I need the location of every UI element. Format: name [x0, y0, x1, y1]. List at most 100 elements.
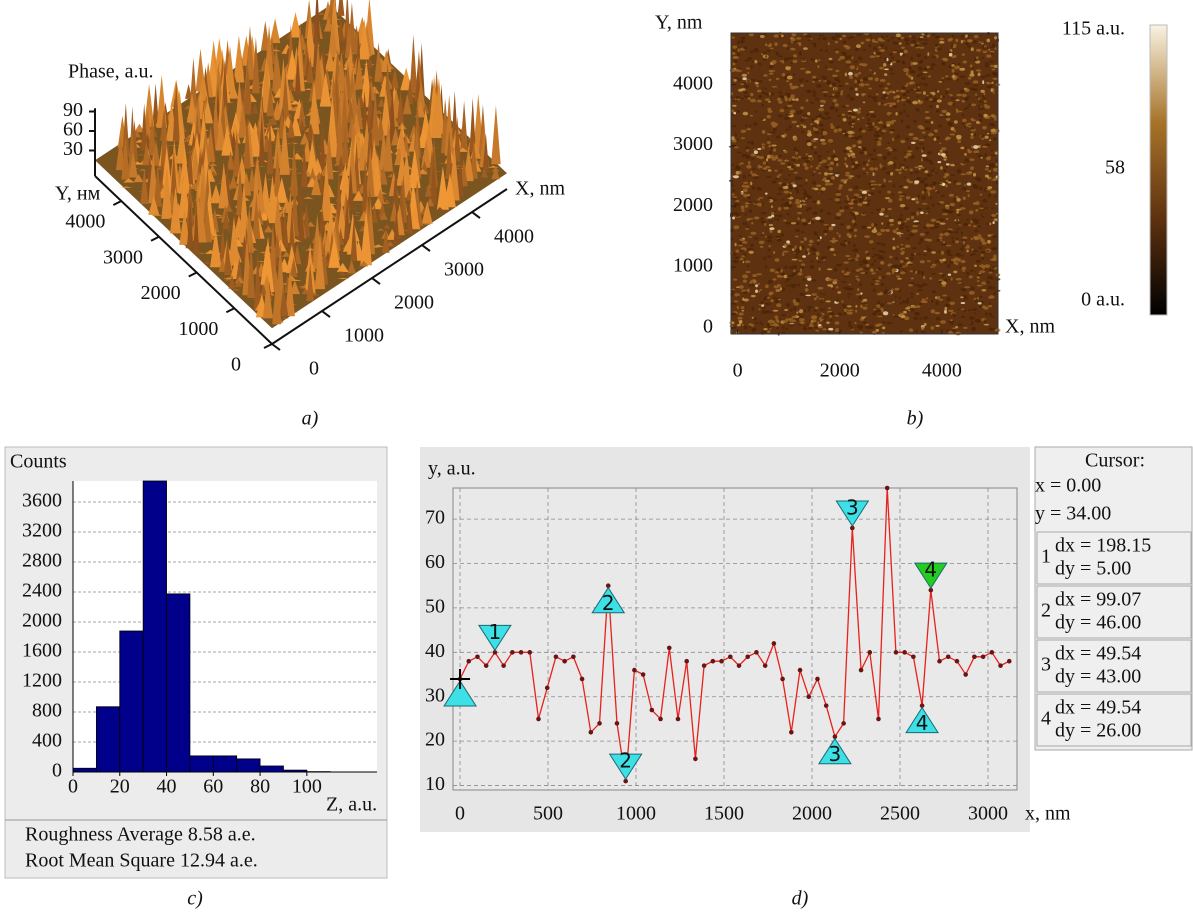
image-grain: [733, 196, 737, 198]
image-grain: [810, 265, 814, 267]
image-grain: [884, 73, 887, 76]
image-grain: [985, 144, 991, 147]
image-grain: [873, 184, 878, 186]
image-grain: [741, 192, 743, 194]
image-grain: [978, 100, 981, 103]
image-grain: [763, 161, 766, 164]
image-grain: [969, 316, 974, 319]
image-grain: [758, 283, 760, 285]
image-grain: [889, 219, 894, 222]
image-grain: [938, 251, 941, 253]
image-grain: [806, 285, 808, 287]
image-grain: [859, 264, 863, 266]
image-grain: [855, 280, 857, 282]
image-grain: [967, 36, 969, 38]
image-grain: [956, 210, 958, 214]
image-grain: [893, 91, 895, 93]
image-grain: [951, 127, 955, 131]
image-grain: [737, 324, 741, 326]
image-grain: [935, 89, 940, 91]
image-grain: [947, 264, 951, 268]
image-grain: [769, 151, 772, 155]
data-point: [824, 703, 829, 708]
image-grain: [902, 86, 905, 90]
image-grain: [976, 56, 979, 59]
image-grain: [777, 159, 782, 162]
image-grain: [769, 65, 773, 69]
image-grain: [739, 312, 744, 315]
image-grain: [971, 104, 977, 107]
image-grain: [979, 209, 984, 211]
image-grain: [754, 216, 760, 219]
y-tick-label: 0: [231, 354, 241, 376]
image-grain: [968, 224, 971, 226]
image-grain: [918, 143, 924, 145]
image-grain: [737, 317, 742, 320]
image-grain: [899, 302, 902, 304]
image-grain: [739, 250, 745, 252]
image-grain: [915, 229, 917, 232]
image-grain: [854, 61, 857, 63]
x-tick-label: 60: [203, 776, 223, 798]
image-grain: [855, 212, 859, 215]
image-grain: [799, 110, 803, 114]
image-grain: [952, 327, 956, 329]
data-point: [475, 654, 480, 659]
image-grain: [799, 293, 804, 296]
image-grain: [945, 151, 948, 154]
image-grain: [857, 175, 861, 178]
image-grain: [991, 114, 995, 116]
image-grain: [956, 79, 959, 81]
image-grain: [848, 296, 850, 298]
image-grain: [818, 59, 820, 61]
image-grain: [758, 197, 763, 199]
image-grain: [815, 217, 821, 220]
image-grain: [925, 38, 927, 41]
data-point: [615, 721, 620, 726]
image-grain: [869, 111, 874, 113]
image-grain: [857, 203, 862, 207]
image-grain: [835, 87, 838, 90]
image-grain: [875, 167, 878, 170]
image-grain: [920, 211, 924, 214]
image-grain: [889, 53, 892, 56]
data-point: [719, 659, 724, 664]
image-grain: [925, 128, 928, 130]
x-tick-label: 1500: [704, 803, 744, 825]
image-grain: [835, 193, 841, 196]
image-grain: [772, 60, 777, 64]
image-grain: [748, 175, 752, 177]
bar: [73, 768, 96, 772]
image-grain: [973, 250, 978, 253]
image-grain: [963, 61, 967, 64]
image-grain: [752, 317, 754, 319]
image-grain: [806, 70, 809, 74]
image-grain: [828, 307, 831, 309]
image-grain: [775, 236, 780, 239]
image-grain: [985, 74, 991, 77]
row-label: 2: [1041, 600, 1051, 622]
image-grain: [739, 285, 744, 289]
image-grain: [802, 223, 806, 226]
image-grain: [878, 184, 882, 186]
image-grain: [814, 327, 818, 329]
image-grain: [905, 307, 910, 309]
image-grain: [890, 60, 893, 62]
image-grain: [966, 190, 970, 192]
image-grain: [912, 36, 917, 40]
image-grain: [829, 61, 834, 64]
image-grain: [901, 119, 904, 123]
y-tick: [226, 308, 234, 312]
image-grain: [908, 133, 913, 136]
image-grain: [880, 229, 886, 232]
image-grain: [973, 84, 978, 86]
image-grain: [917, 208, 923, 210]
image-grain: [906, 218, 910, 221]
image-grain: [750, 99, 756, 103]
image-grain: [883, 311, 888, 315]
image-grain: [765, 266, 767, 269]
image-grain: [733, 100, 735, 102]
image-grain: [847, 234, 852, 237]
image-grain: [886, 121, 890, 124]
image-grain: [950, 174, 956, 176]
